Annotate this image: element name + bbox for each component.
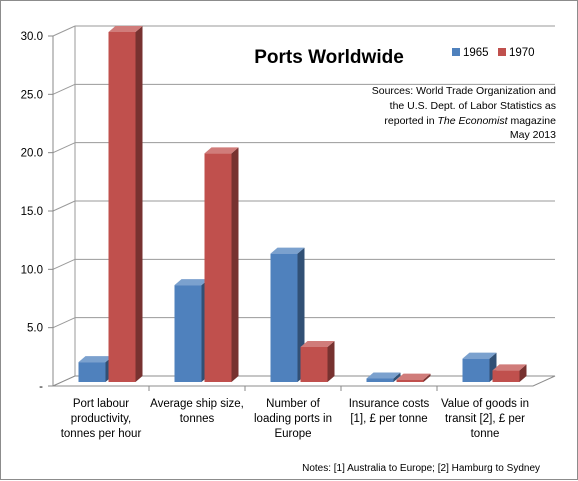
bar-front [204,153,232,382]
x-category-label: loading ports in [254,413,332,425]
bar-top [204,147,239,154]
y-tick-label: 25.0 [21,89,43,101]
gridline-depth [52,83,76,95]
sources-line-2: the U.S. Dept. of Labor Statistics as [390,100,556,112]
bar-top [174,279,209,286]
gridline-depth [52,317,76,329]
x-axis-categories: Port labour productivity, tonnes per hour A… [61,386,529,440]
x-category-label: tonnes [180,413,215,425]
gridline-depth [52,25,76,37]
bar-top [462,352,497,359]
bar-side [423,373,431,382]
y-tick-label: 30.0 [21,31,43,43]
bar-front [492,370,520,382]
chart-notes: Notes: [1] Australia to Europe; [2] Hamb… [302,463,540,474]
legend-swatch-1965 [452,48,460,56]
y-tick-label: 5.0 [27,323,43,335]
bar-top [78,356,113,363]
legend-label-1970: 1970 [509,47,535,59]
x-category-label: [1], £ per tonne [350,413,427,425]
bar-top [108,26,143,32]
x-category-label: tonnes per hour [61,428,142,440]
x-category-label: Insurance costs [349,398,430,410]
bar-top [270,247,305,254]
bar-side [135,26,143,382]
gridline-depth [52,200,76,212]
x-category-label: transit [2], £ per [445,413,525,425]
bar-side [393,372,401,382]
bar-top [300,341,335,347]
bar-side [231,147,239,382]
bar-top [396,373,431,380]
legend: 1965 1970 [452,47,535,59]
legend-swatch-1970 [498,48,506,56]
bar-front [462,358,490,382]
x-category-label: Port labour [73,398,129,410]
bar-front [108,32,136,382]
y-tick-label: - [39,381,43,393]
bars [78,26,527,382]
bar-front [174,285,202,382]
sources-line-3-italic: The Economist [438,115,509,127]
bar-top [492,364,527,371]
chart-title: Ports Worldwide [254,47,404,68]
sources-line-4: May 2013 [510,129,556,141]
x-category-label: Europe [274,428,311,440]
bar-front [78,362,106,382]
sources-annotation: Sources: World Trade Organization and th… [372,85,556,141]
y-tick-label: 15.0 [21,206,43,218]
bar-side [519,364,527,382]
y-tick-label: 10.0 [21,264,43,276]
bar-front [270,253,298,382]
x-category-label: Number of [266,398,320,410]
bar-front [300,347,328,382]
sources-line-3-suffix: magazine [508,115,557,127]
x-category-label: Value of goods in [441,398,529,410]
bar-front [366,378,394,382]
sources-line-3-prefix: reported in [384,115,437,127]
legend-label-1965: 1965 [463,47,489,59]
bar-top [366,372,401,379]
sources-line-3: reported in The Economist magazine [384,115,556,127]
gridline-depth [52,258,76,270]
sources-line-1: Sources: World Trade Organization and [372,85,556,97]
y-tick-label: 20.0 [21,148,43,160]
bar-front [396,379,424,382]
gridline-depth [52,142,76,154]
bar-side [327,341,335,382]
x-category-label: Average ship size, [150,398,244,410]
x-category-label: productivity, [71,413,132,425]
x-category-label: tonne [471,428,500,440]
y-axis-ticks: - 5.0 10.0 15.0 20.0 25.0 30.0 [21,31,53,393]
